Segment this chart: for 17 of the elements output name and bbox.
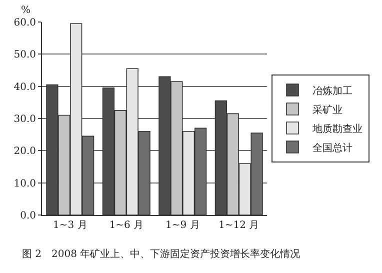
x-tick-label: 1~3 月 — [52, 220, 88, 231]
legend-label: 全国总计 — [312, 142, 352, 154]
y-tick-label: 0.0 — [20, 210, 36, 222]
legend-label: 采矿业 — [312, 104, 342, 116]
y-axis-title: % — [21, 5, 31, 16]
y-tick-label: 40.0 — [14, 82, 36, 93]
y-tick-label: 60.0 — [14, 18, 36, 28]
legend-label: 冶炼加工 — [312, 84, 352, 97]
y-tick-label: 50.0 — [14, 50, 36, 61]
y-tick-label: 10.0 — [14, 178, 36, 190]
caption: 图 2 2008 年矿业上、中、下游固定资产投资增长率变化情况 — [22, 248, 300, 260]
x-tick-label: 1~12 月 — [218, 220, 260, 231]
y-tick-label: 20.0 — [14, 146, 36, 158]
x-tick-label: 1~9 月 — [165, 220, 200, 231]
x-tick-label: 1~6 月 — [109, 220, 144, 231]
legend-label: 地质勘查业 — [312, 122, 362, 135]
y-tick-label: 30.0 — [14, 114, 36, 125]
